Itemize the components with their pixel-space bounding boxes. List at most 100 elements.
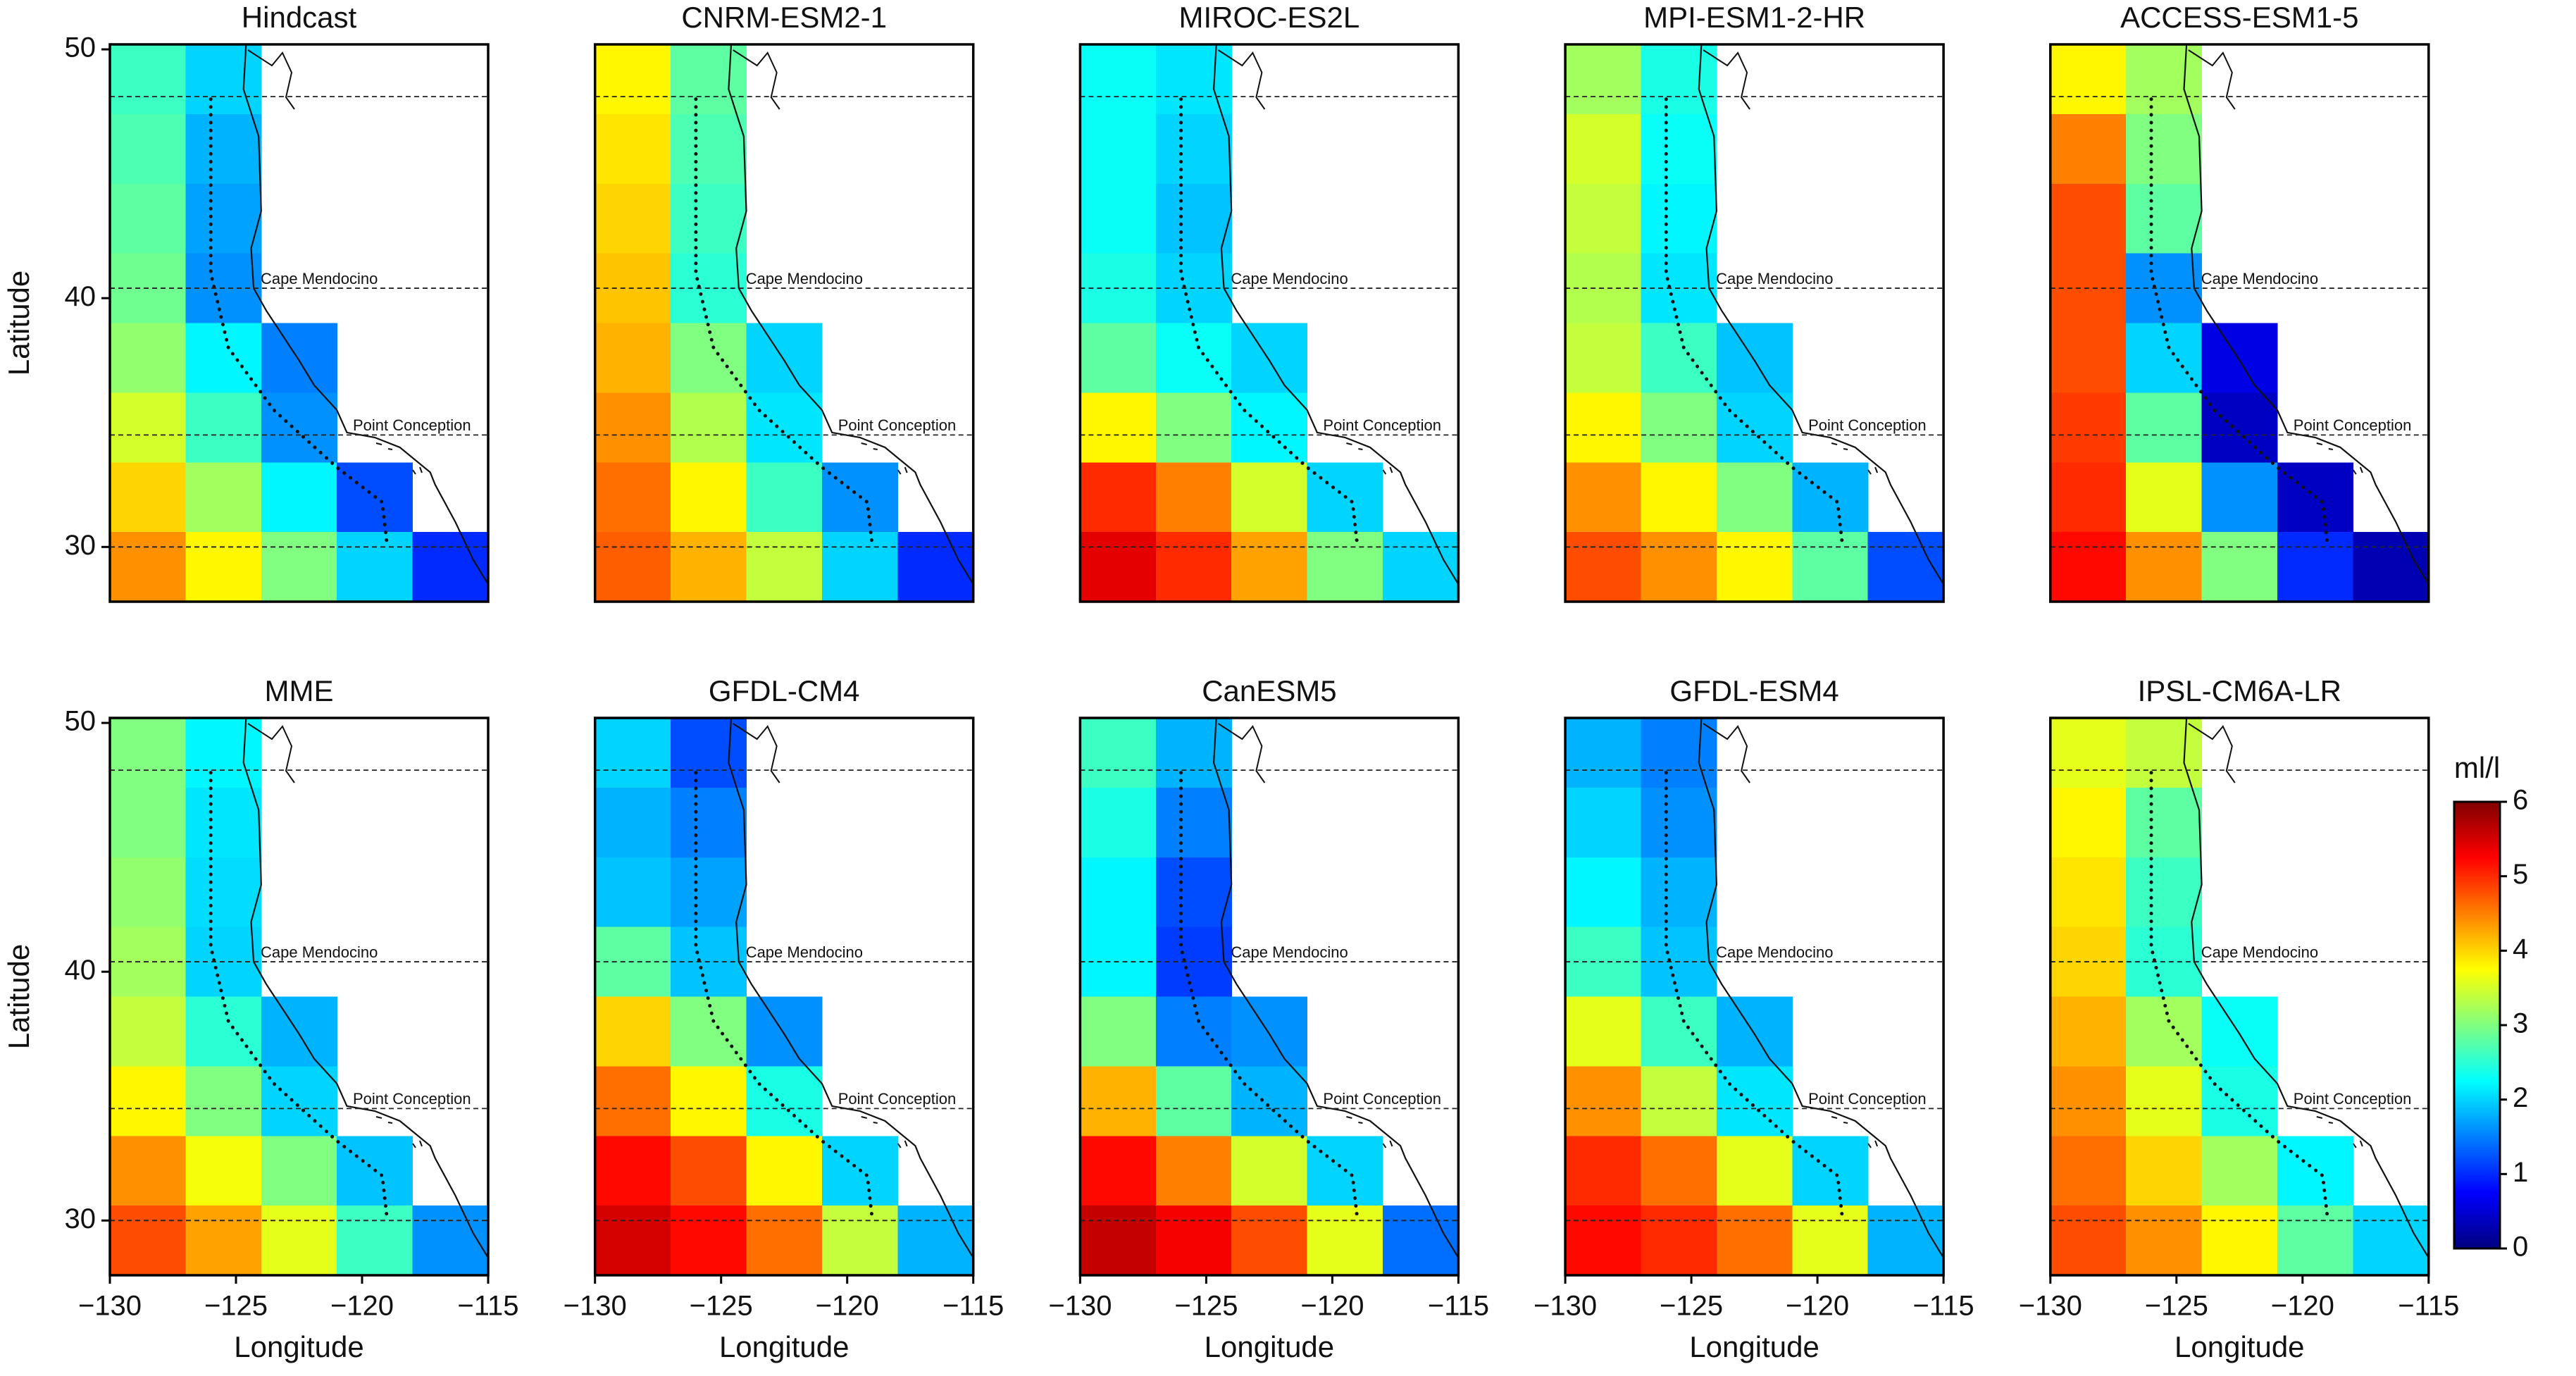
heatmap-cell [1565,532,1642,602]
heatmap-cell [1231,1136,1308,1206]
heatmap-cell [185,1205,262,1276]
heatmap-cell [1155,787,1232,858]
x-tick-label: −115 [457,1291,518,1322]
annotation: Point Conception [1808,416,1927,434]
heatmap-cell [1716,462,1793,533]
heatmap-cell [671,996,747,1067]
heatmap-cell [1565,996,1642,1067]
heatmap-cell [821,532,898,602]
x-tick-label: −120 [2271,1291,2334,1322]
annotation: Point Conception [1323,416,1441,434]
heatmap-cell [1641,1205,1717,1276]
heatmap-cell [2050,718,2127,788]
heatmap-cell [1641,392,1717,463]
heatmap-cell [1080,323,1157,393]
x-tick-label: −130 [1048,1291,1112,1322]
panel-title: CNRM-ESM2-1 [681,1,887,34]
x-tick-label: −130 [1533,1291,1597,1322]
heatmap-cell [185,1136,262,1206]
heatmap-cell [2050,787,2127,858]
heatmap-cell [1641,183,1717,254]
heatmap-cell [1716,392,1793,463]
heatmap-cell [746,996,823,1067]
x-axis-label: Longitude [1689,1330,1819,1363]
heatmap-cell [2050,532,2127,602]
heatmap-cell [2126,323,2203,393]
heatmap-cell [1716,323,1793,393]
heatmap-cell [412,1205,489,1276]
heatmap-cell [2050,1066,2127,1136]
panel-title: MPI-ESM1-2-HR [1643,1,1865,34]
x-tick-label: −120 [1300,1291,1364,1322]
heatmap-cell [261,462,337,533]
heatmap-cell [110,462,186,533]
heatmap-cell [671,323,747,393]
heatmap-cell [595,44,671,115]
heatmap-cell [1080,857,1157,928]
heatmap-cell [671,462,747,533]
heatmap-cell [1641,1066,1717,1136]
heatmap-cell [1080,996,1157,1067]
annotation: Point Conception [353,416,471,434]
heatmap-cell [1231,1066,1308,1136]
colorbar [2453,800,2501,1250]
heatmap-cell [1080,183,1157,254]
heatmap-cell [1080,787,1157,858]
heatmap-cell [1155,113,1232,185]
x-tick-label: −115 [942,1291,1004,1322]
heatmap-cell [1307,532,1383,602]
panel-frame [593,717,975,1277]
heatmap-cell [1641,532,1717,602]
panel-frame [108,717,490,1277]
heatmap-cell [1080,1205,1157,1276]
heatmap-cell [1641,857,1717,928]
colorbar-tick-label: 1 [2513,1157,2528,1188]
x-tick-label: −115 [1428,1291,1489,1322]
heatmap-cell [1231,392,1308,463]
heatmap-cell [1565,718,1642,788]
heatmap-cell [185,718,262,788]
panel-frame [108,43,490,603]
heatmap-cell [1641,1136,1717,1206]
heatmap-cell [261,1136,337,1206]
panel-title: IPSL-CM6A-LR [2138,674,2341,707]
heatmap-cell [2126,718,2203,788]
heatmap-cell [1155,392,1232,463]
heatmap-cell [2050,1205,2127,1276]
heatmap-cell [2126,787,2203,858]
heatmap-cell [1716,1205,1793,1276]
annotation: Cape Mendocino [2201,270,2318,287]
heatmap-cell [2126,183,2203,254]
annotation: Cape Mendocino [261,270,378,287]
heatmap-cell [261,1205,337,1276]
annotation: Point Conception [1323,1090,1441,1108]
heatmap-cell [2201,1205,2278,1276]
panel-frame [1564,43,1945,603]
heatmap-cell [1641,718,1717,788]
heatmap-cell [1231,462,1308,533]
heatmap-cell [185,532,262,602]
heatmap-cell [185,787,262,858]
heatmap-cell [1565,323,1642,393]
heatmap-cell [110,532,186,602]
heatmap-cell [185,1066,262,1136]
heatmap-cell [595,462,671,533]
heatmap-cell [2050,392,2127,463]
x-tick-label: −130 [564,1291,627,1322]
x-tick-label: −125 [1174,1291,1238,1322]
heatmap-cell [110,787,186,858]
colorbar-tick-label: 3 [2513,1008,2528,1039]
heatmap-cell [595,996,671,1067]
heatmap-cell [261,323,337,393]
heatmap-cell [110,323,186,393]
heatmap-cell [671,1066,747,1136]
heatmap-cell [110,183,186,254]
heatmap-cell [185,44,262,115]
heatmap-cell [1080,532,1157,602]
heatmap-cell [2126,1205,2203,1276]
heatmap-cell [2126,857,2203,928]
annotation: Cape Mendocino [2201,943,2318,961]
heatmap-cell [2353,532,2429,602]
x-tick-label: −130 [2019,1291,2082,1322]
heatmap-cell [261,1066,337,1136]
